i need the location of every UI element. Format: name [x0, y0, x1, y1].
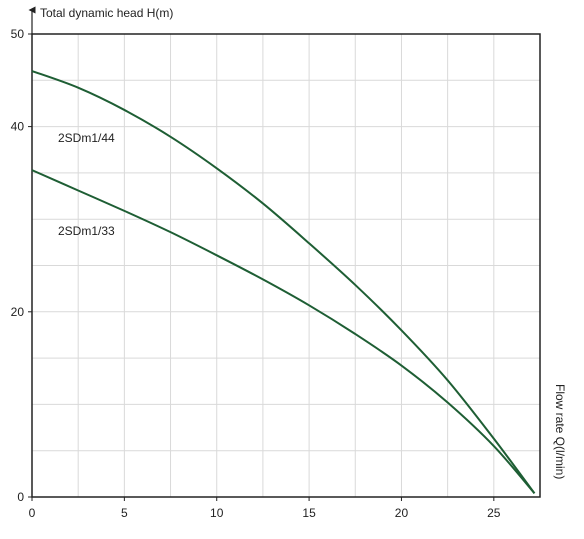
- x-tick-label: 15: [302, 506, 316, 520]
- y-tick-label: 50: [11, 27, 25, 41]
- series-line-0: [31, 70, 536, 494]
- series-layer: [31, 70, 536, 494]
- grid: [32, 34, 540, 497]
- series-label-2sdm1-33: 2SDm1/33: [58, 224, 115, 238]
- y-axis-title: Total dynamic head H(m): [40, 6, 173, 20]
- y-tick-label: 40: [11, 120, 25, 134]
- x-tick-label: 20: [395, 506, 409, 520]
- y-tick-label: 20: [11, 305, 25, 319]
- y-tick-label: 0: [17, 490, 24, 504]
- x-tick-label: 25: [487, 506, 501, 520]
- x-axis-title: Flow rate Q(l/min): [553, 384, 567, 479]
- series-line-1: [31, 169, 536, 494]
- ticks-layer: 0 5 10 15 20 25 0 20 40 50: [11, 27, 501, 520]
- x-tick-label: 5: [121, 506, 128, 520]
- x-tick-label: 0: [29, 506, 36, 520]
- plot-frame: [31, 33, 541, 498]
- x-tick-label: 10: [210, 506, 224, 520]
- series-label-2sdm1-44: 2SDm1/44: [58, 131, 115, 145]
